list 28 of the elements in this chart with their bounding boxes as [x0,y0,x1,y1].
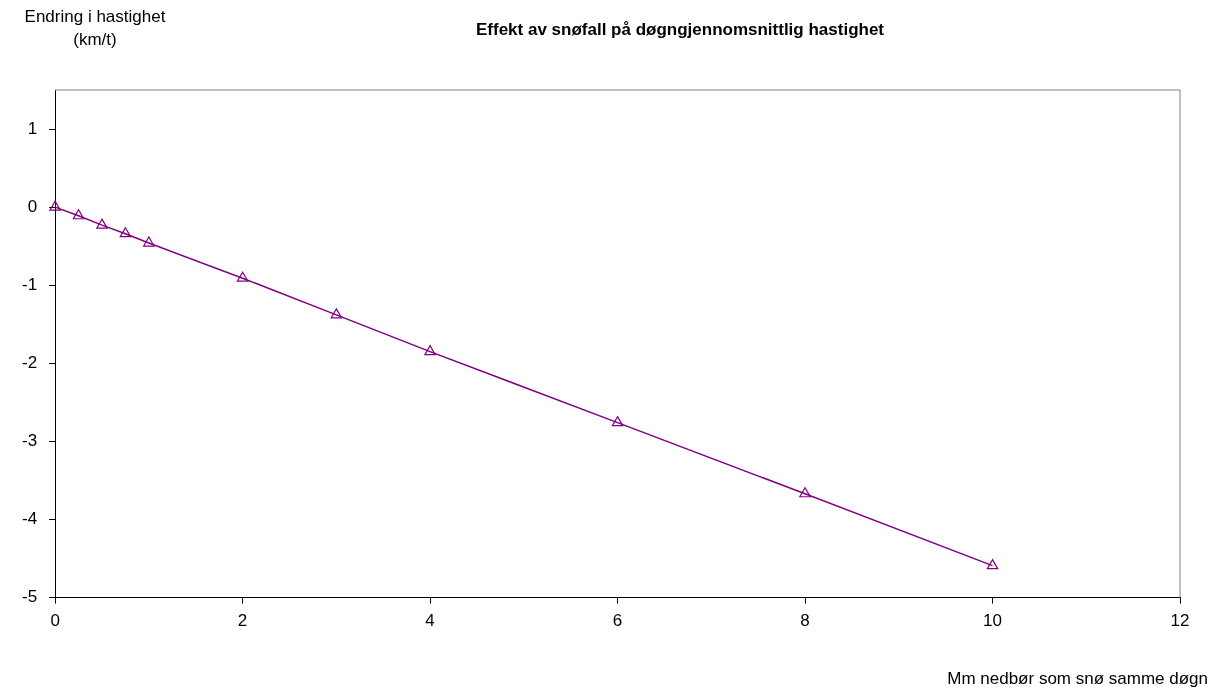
y-tick-label: -4 [21,509,38,529]
x-tick-label: 6 [612,611,623,631]
point [49,200,61,211]
x-tick-label: 4 [425,611,435,631]
y-tick-label: 0 [27,196,38,216]
y-tick-label: 1 [27,118,38,138]
y-tick-label: -3 [21,431,38,451]
point [424,345,436,356]
y-tick-label: -5 [21,587,38,607]
y-tick-label: -2 [21,353,38,373]
y-tick-label: -1 [21,274,38,294]
x-tick-label: 12 [1170,611,1190,631]
x-tick-label: 10 [983,611,1002,631]
x-tick-label: 8 [800,611,810,631]
point [96,218,108,229]
point [330,308,343,319]
point [799,487,811,498]
chart-title: Effekt av snøfall på døgngjennomsnittlig hastighet [475,20,885,40]
point [143,236,155,247]
point [986,558,999,570]
point [72,209,85,220]
x-tick-label: 0 [50,611,60,631]
x-tick-label: 2 [237,611,248,631]
point [236,271,249,282]
point [611,416,624,427]
x-axis-title: Mm nedbør som snø samme døgn [947,669,1208,689]
y-axis-title: Endring i hastighet (km/t) [23,6,167,51]
point [119,227,132,238]
